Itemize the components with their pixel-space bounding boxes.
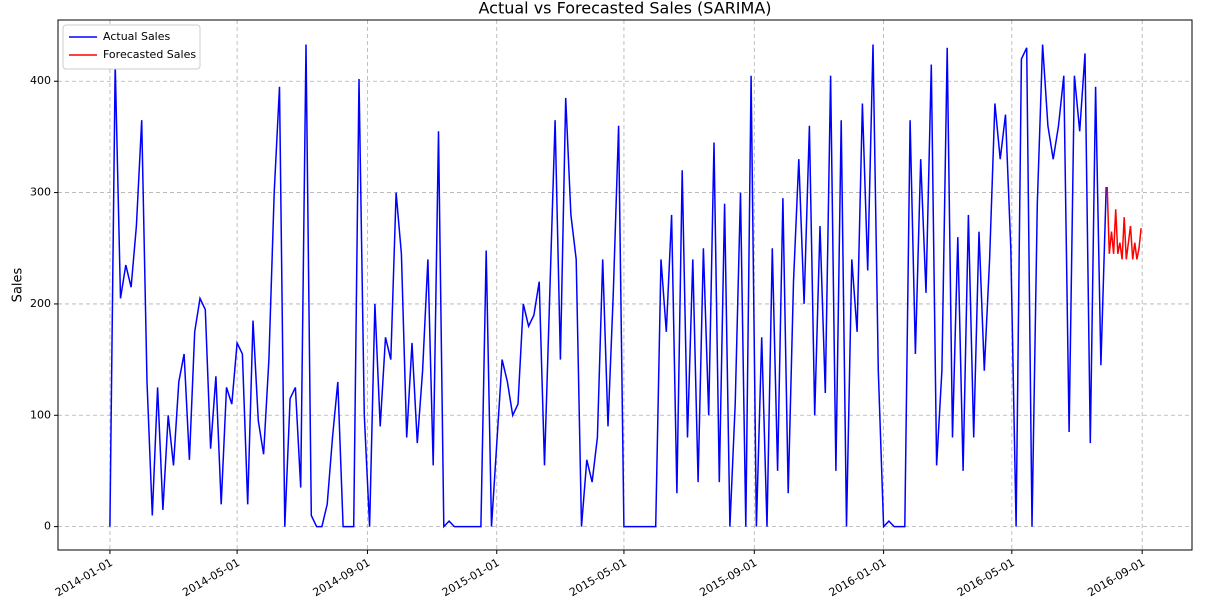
x-tick-label: 2015-09-01: [697, 556, 759, 599]
x-tick-label: 2015-01-01: [440, 556, 502, 599]
y-tick-label: 0: [44, 520, 51, 533]
legend: Actual Sales Forecasted Sales: [62, 24, 201, 70]
chart-title: Actual vs Forecasted Sales (SARIMA): [478, 0, 771, 18]
series-line: [1106, 186, 1142, 260]
x-tick-label: 2016-05-01: [955, 556, 1017, 599]
series-line: [109, 44, 1107, 529]
plot-frame: [57, 19, 1193, 551]
y-tick-label: 100: [30, 408, 51, 421]
x-tick-label: 2016-09-01: [1085, 556, 1147, 599]
legend-label: Actual Sales: [103, 30, 171, 43]
x-tick-label: 2015-05-01: [567, 556, 629, 599]
x-tick-label: 2014-01-01: [53, 556, 115, 599]
y-axis-label: Sales: [11, 267, 26, 302]
y-tick-label: 200: [30, 297, 51, 310]
legend-box: [62, 24, 201, 70]
x-tick-label: 2014-05-01: [180, 556, 242, 599]
legend-label: Forecasted Sales: [103, 48, 196, 61]
y-tick-label: 300: [30, 186, 51, 199]
x-tick-label: 2016-01-01: [827, 556, 889, 599]
y-tick-label: 400: [30, 74, 51, 87]
x-tick-label: 2014-09-01: [311, 556, 373, 599]
